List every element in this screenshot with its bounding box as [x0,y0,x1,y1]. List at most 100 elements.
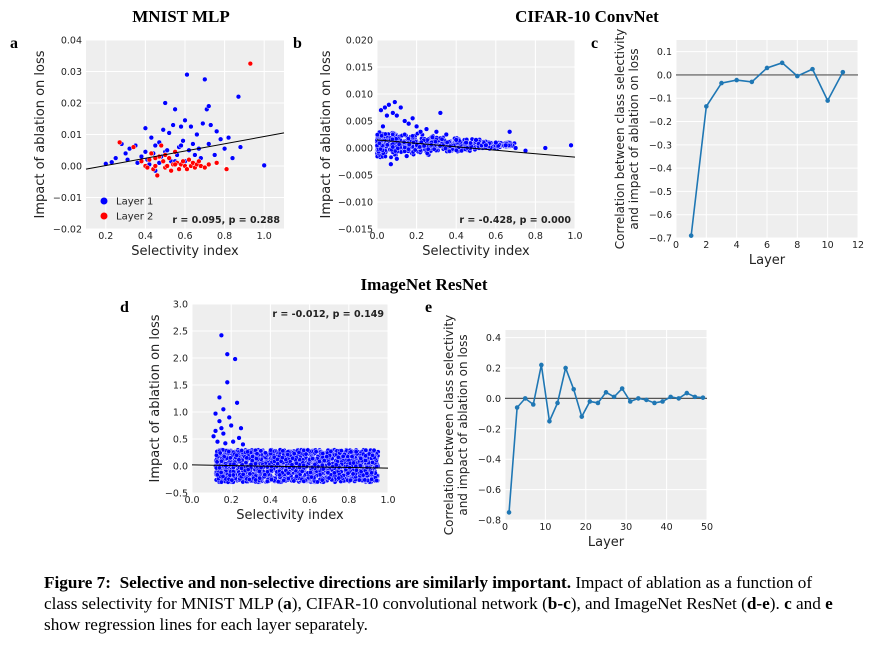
data-point [220,406,227,412]
y-tick-label: 0.01 [61,130,82,141]
x-tick-label: 0.8 [217,231,232,242]
data-point [351,460,356,466]
data-point [413,123,420,130]
x-tick-label: 0.0 [184,495,199,506]
x-tick-label: 0.6 [302,495,317,506]
x-tick-label: 10 [539,522,551,533]
data-point [522,396,528,401]
data-point [229,477,235,483]
x-axis-label: Layer [749,253,786,268]
data-point [299,468,305,474]
plot-background [505,330,707,520]
caption-ref-e: e [825,594,833,613]
data-point [228,422,234,429]
y-tick-label: 0.0 [173,462,188,473]
data-point [603,390,609,395]
data-point [347,477,353,483]
data-point [160,158,166,164]
data-point [279,455,285,461]
data-point [180,138,186,144]
y-tick-label: −0.010 [338,198,373,209]
data-point [405,136,411,142]
y-axis-label: Impact of ablation on loss [148,314,163,482]
data-point [354,467,359,473]
data-point [214,160,220,166]
y-tick-label: 2.0 [173,354,188,365]
data-point [247,60,253,67]
data-point [218,332,225,338]
data-point [214,459,220,465]
data-point [152,163,158,169]
data-point [172,161,178,168]
data-point [281,477,287,483]
data-point [374,478,380,483]
data-point [333,462,339,468]
data-point [214,452,219,458]
data-point [453,147,459,153]
x-tick-label: 8 [794,240,800,251]
data-point [280,448,286,454]
data-point [148,135,154,141]
data-point [305,447,311,453]
y-tick-label: 0.1 [657,47,672,58]
data-point [301,478,307,484]
caption-label: Figure 7: [44,573,111,592]
data-point [263,450,268,456]
data-point [390,144,396,150]
data-point [178,142,184,149]
data-point [388,154,394,160]
y-tick-label: 0.2 [486,364,501,375]
data-point [319,477,325,483]
data-point [277,472,283,478]
data-point [196,158,202,164]
data-point [226,414,232,421]
data-point [700,395,706,400]
data-point [216,418,223,424]
data-point [749,79,755,85]
section-title-cifar: CIFAR-10 ConvNet [515,7,659,26]
data-point [394,112,400,119]
caption-ref-c: c [784,594,792,613]
section-title-mnist: MNIST MLP [132,7,229,26]
data-point [206,141,212,147]
y-tick-label: 0.010 [346,90,373,101]
data-point [244,455,250,461]
data-point [447,148,452,154]
data-point [547,418,552,424]
data-point [190,141,196,147]
x-tick-label: 0.8 [528,231,543,242]
data-point [840,69,846,75]
data-point [293,460,299,466]
x-axis-label: Selectivity index [422,244,530,259]
data-point [253,456,259,462]
data-point [219,458,224,464]
data-point [212,152,218,158]
y-tick-label: 1.5 [173,381,188,392]
x-tick-label: 0.4 [449,231,464,242]
y-tick-label: −0.6 [649,210,672,221]
caption-ref-a: a [283,594,292,613]
y-tick-label: −0.01 [53,193,82,204]
data-point [348,449,354,455]
x-axis-label: Selectivity index [236,508,344,523]
y-tick-label: 0.020 [346,36,373,47]
data-point [684,390,690,396]
x-tick-label: 1.0 [380,495,395,506]
y-tick-label: −0.015 [338,225,373,236]
x-axis-label: Layer [588,535,625,550]
data-point [423,126,430,132]
data-point [431,146,437,152]
data-point [493,139,499,146]
data-point [388,161,394,167]
data-point [202,76,208,83]
y-tick-label: 0.00 [61,162,82,173]
data-point [392,99,398,105]
data-point [384,142,390,148]
x-tick-label: 0.6 [177,231,192,242]
data-point [290,455,295,461]
data-point [444,140,450,145]
data-point [257,475,263,481]
legend-marker [100,197,108,205]
data-point [364,471,370,476]
data-point [587,399,593,404]
